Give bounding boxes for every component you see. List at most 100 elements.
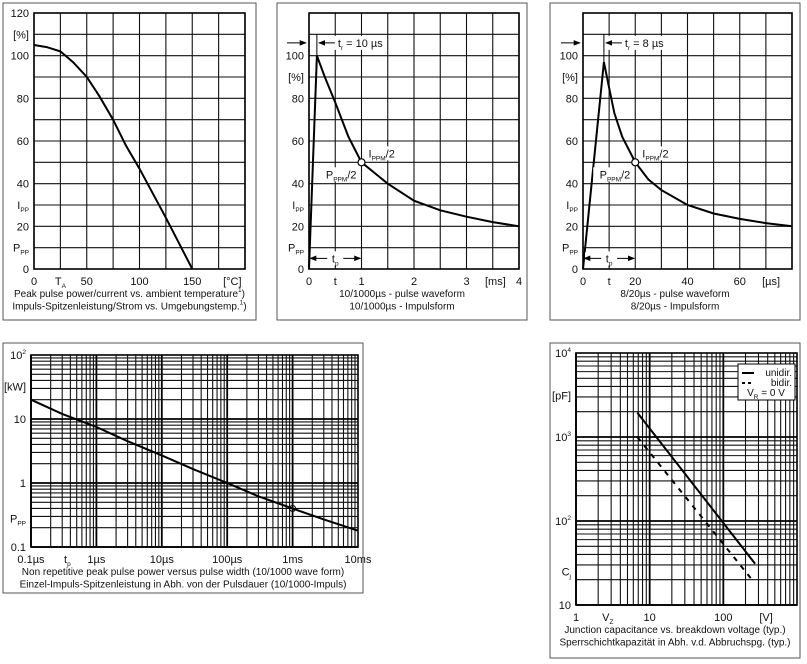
- y-tick-label: [%]: [288, 72, 304, 84]
- x-tick-label-main: t: [608, 276, 611, 288]
- y-tick-label-main: [pF]: [552, 391, 571, 403]
- reference-point-marker: [289, 504, 297, 512]
- x-tick-label: 4: [516, 276, 522, 288]
- y-tick-label: PPP: [562, 243, 578, 257]
- half-current-label-main: I: [369, 148, 372, 160]
- gridlines: [30, 355, 358, 548]
- x-tick-label: 20: [629, 276, 641, 288]
- x-tick-label: [µs]: [762, 276, 780, 288]
- y-tick-label: 60: [17, 136, 29, 148]
- y-tick-label-main: 10: [555, 348, 567, 360]
- chart-panel: [2, 342, 364, 594]
- legend-entry-main: unidir.: [765, 368, 792, 379]
- x-tick-label: 3: [463, 276, 469, 288]
- x-tick-label-main: t: [334, 276, 337, 288]
- x-tick-label-sub: Z: [609, 619, 613, 626]
- half-current-label-suffix: /2: [659, 148, 668, 160]
- x-tick-label-main: 100: [714, 612, 732, 624]
- legend-note-sub: R: [754, 394, 759, 401]
- chart-panel: [2, 2, 257, 321]
- y-tick-label-main: 60: [566, 136, 578, 148]
- x-tick-label-main: 0: [31, 276, 37, 288]
- x-tick-label-main: 1µs: [87, 554, 105, 566]
- chart-caption: Junction capacitance vs. breakdown volta…: [564, 625, 785, 636]
- y-tick-label-main: 10: [555, 432, 567, 444]
- y-tick-label-sub: PP: [20, 207, 29, 214]
- legend-entry: bidir.: [771, 378, 792, 389]
- y-tick-label-main: P: [10, 513, 17, 525]
- series-line: [30, 398, 359, 532]
- half-power-label-sub: PPM: [607, 176, 621, 183]
- y-tick-label-main: 80: [17, 93, 29, 105]
- y-tick-label-main: 10: [10, 350, 22, 362]
- y-tick-label-main: 80: [566, 93, 578, 105]
- y-tick-label-sub: PP: [295, 207, 304, 214]
- y-tick-label-sub: PP: [569, 207, 578, 214]
- y-tick-label: 80: [566, 93, 578, 105]
- x-tick-label: 0.1µs: [17, 554, 45, 566]
- x-tick-label: 1: [358, 276, 364, 288]
- y-tick-label-main: 0: [298, 264, 304, 276]
- x-tick-label-main: 10µs: [150, 554, 175, 566]
- x-tick-label: 10ms: [345, 554, 372, 566]
- y-tick-label: 0: [23, 264, 29, 276]
- y-tick-label: 103: [555, 431, 571, 444]
- series-line-unidir: [636, 411, 756, 565]
- half-current-label-sub: PPM: [372, 155, 386, 162]
- x-tick-label-main: V: [602, 612, 610, 624]
- legend-note-main: V: [747, 388, 754, 399]
- rise-time-label-main: t: [338, 38, 341, 50]
- plot-area: [33, 12, 246, 270]
- y-tick-label: 40: [566, 179, 578, 191]
- half-power-label-main: P: [600, 169, 607, 181]
- label-bg: [604, 35, 665, 50]
- chart-caption-main: 10/1000µs - Impulsform: [349, 302, 454, 313]
- chart-caption-main: Einzel-Impuls-Spitzenleistung in Abh. vo…: [20, 580, 347, 591]
- x-tick-label-main: 1: [573, 612, 579, 624]
- y-tick-label-main: 10: [14, 414, 26, 426]
- y-tick-label: IPP: [292, 200, 304, 214]
- y-tick-label: IPP: [17, 200, 29, 214]
- rise-time-label-sub: r: [341, 45, 344, 52]
- half-power-label: PPPM/2: [600, 169, 631, 183]
- pulse-duration-label-sub: p: [609, 260, 613, 267]
- half-value-point: [357, 158, 366, 167]
- y-tick-label: 40: [292, 179, 304, 191]
- chart-caption: Sperrschichtkapazität in Abh. v.d. Abbru…: [559, 638, 790, 649]
- y-tick-label-sub: PP: [295, 250, 304, 257]
- y-tick-label: 60: [566, 136, 578, 148]
- y-tick-label-sup: 3: [567, 431, 571, 438]
- y-tick-label-main: 100: [286, 51, 304, 63]
- y-tick-label: [kW]: [4, 382, 26, 394]
- y-tick-label: 10: [559, 600, 571, 612]
- series-line-bidir: [636, 436, 753, 581]
- y-tick-label-main: 1: [20, 478, 26, 490]
- x-tick-label: 2: [411, 276, 417, 288]
- y-tick-label: 104: [555, 347, 571, 360]
- x-tick-label-main: 100: [130, 276, 148, 288]
- y-tick-label: 100: [11, 51, 29, 63]
- x-tick-label: 100: [714, 612, 732, 624]
- y-tick-label: 80: [17, 93, 29, 105]
- x-tick-label: 1ms: [282, 554, 303, 566]
- x-tick-label-main: 40: [681, 276, 693, 288]
- y-tick-label: PPP: [10, 513, 26, 527]
- x-tick-label: 40: [681, 276, 693, 288]
- half-current-label-main: I: [642, 148, 645, 160]
- legend-note-suffix: = 0 V: [758, 388, 785, 399]
- x-tick-label-main: 1: [358, 276, 364, 288]
- y-tick-label-sub: j: [569, 574, 571, 581]
- y-tick-label: 20: [292, 221, 304, 233]
- x-tick-label-main: [ms]: [485, 276, 506, 288]
- half-power-label: PPPM/2: [326, 169, 357, 183]
- x-tick-label-main: 60: [734, 276, 746, 288]
- x-tick-label: 50: [81, 276, 93, 288]
- plot-area: [308, 12, 520, 270]
- legend-entry-main: bidir.: [771, 378, 792, 389]
- rise-time-label-sub: r: [628, 45, 631, 52]
- x-tick-label-main: 2: [411, 276, 417, 288]
- x-tick-label-main: 3: [463, 276, 469, 288]
- rise-time-label: tr = 8 µs: [625, 38, 664, 52]
